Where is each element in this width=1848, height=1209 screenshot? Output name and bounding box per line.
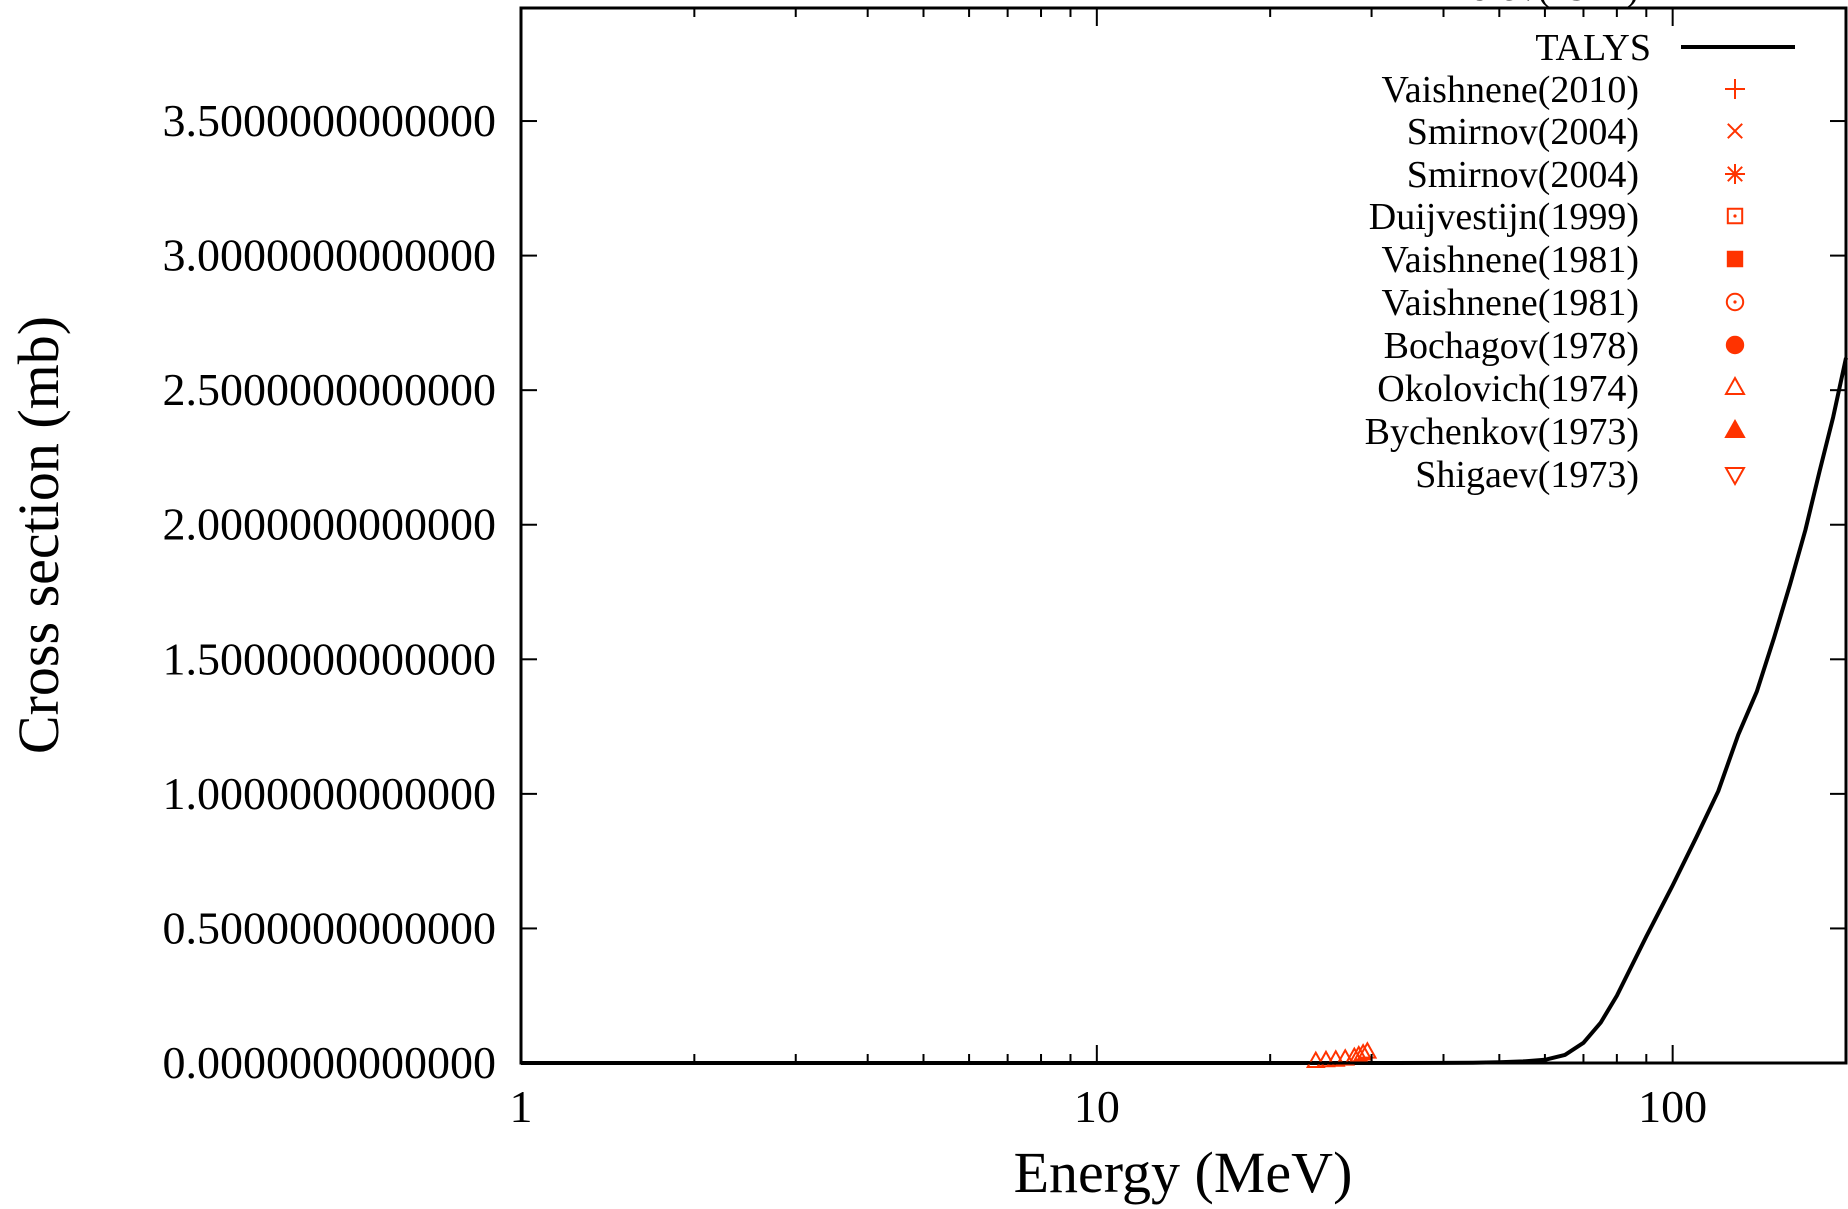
plot-frame (519, 6, 1848, 1065)
y-tick-label: 0.0000000000000 (163, 1037, 497, 1088)
data-point (1348, 1044, 1369, 1063)
x-tick-label: 1 (510, 1081, 533, 1132)
legend-marker (1725, 292, 1745, 312)
legend-marker (1726, 250, 1744, 268)
legend-marker (1726, 207, 1744, 225)
y-tick-label: 1.0000000000000 (163, 768, 497, 819)
x-axis-title: Energy (MeV) (1014, 1140, 1353, 1205)
data-point (1357, 1041, 1378, 1059)
legend-marker (1725, 164, 1745, 184)
y-tick-label: 2.5000000000000 (163, 364, 497, 415)
legend-label: Vaishnene(1981) (1382, 239, 1639, 281)
legend-marker (1724, 418, 1746, 438)
legend-marker (1727, 123, 1743, 139)
legend-label: Bychenkov(1973) (1365, 411, 1639, 453)
legend-label: Shigaev(1973) (1415, 454, 1639, 496)
legend-marker (1725, 79, 1745, 99)
legend-label: Duijvestijn(1999) (1369, 196, 1639, 238)
y-tick-label: 0.5000000000000 (163, 902, 497, 953)
y-tick-label: 3.5000000000000 (163, 95, 497, 146)
x-tick-label: 100 (1638, 1081, 1707, 1132)
x-tick-label: 10 (1074, 1081, 1120, 1132)
y-tick-label: 1.5000000000000 (163, 633, 497, 684)
plot-marks (521, 357, 1848, 1069)
legend: TALYSVaishnene(2010)Smirnov(2004)Smirnov… (1365, 0, 1795, 496)
legend-marker (1725, 335, 1745, 355)
legend-label: Vaishnene(2010) (1382, 69, 1639, 111)
legend-marker (1724, 375, 1746, 395)
y-tick-label: 2.0000000000000 (163, 499, 497, 550)
legend-label: Okolovich(1974) (1377, 368, 1639, 410)
axes: 0.0000000000000 0.5000000000000 1.00000000… (163, 8, 1847, 1132)
y-axis-title: Cross section (mb) (6, 316, 71, 754)
legend-label: Smirnov(2004) (1407, 154, 1639, 196)
data-point (1353, 1043, 1373, 1061)
y-tick-label: 3.0000000000000 (163, 230, 497, 281)
data-point (1305, 1050, 1326, 1069)
legend-marker (1724, 467, 1746, 487)
legend-label: Smirnov(2004) (1407, 111, 1639, 153)
legend-label: Vaishnene(1981) (1382, 282, 1639, 324)
legend-label: Bochagov(1978) (1384, 325, 1639, 367)
legend-label: TALYS (1535, 27, 1651, 69)
data-point (1316, 1049, 1336, 1068)
talys-curve (521, 357, 1848, 1065)
legend-label: Flerov(1972) (1438, 0, 1639, 9)
